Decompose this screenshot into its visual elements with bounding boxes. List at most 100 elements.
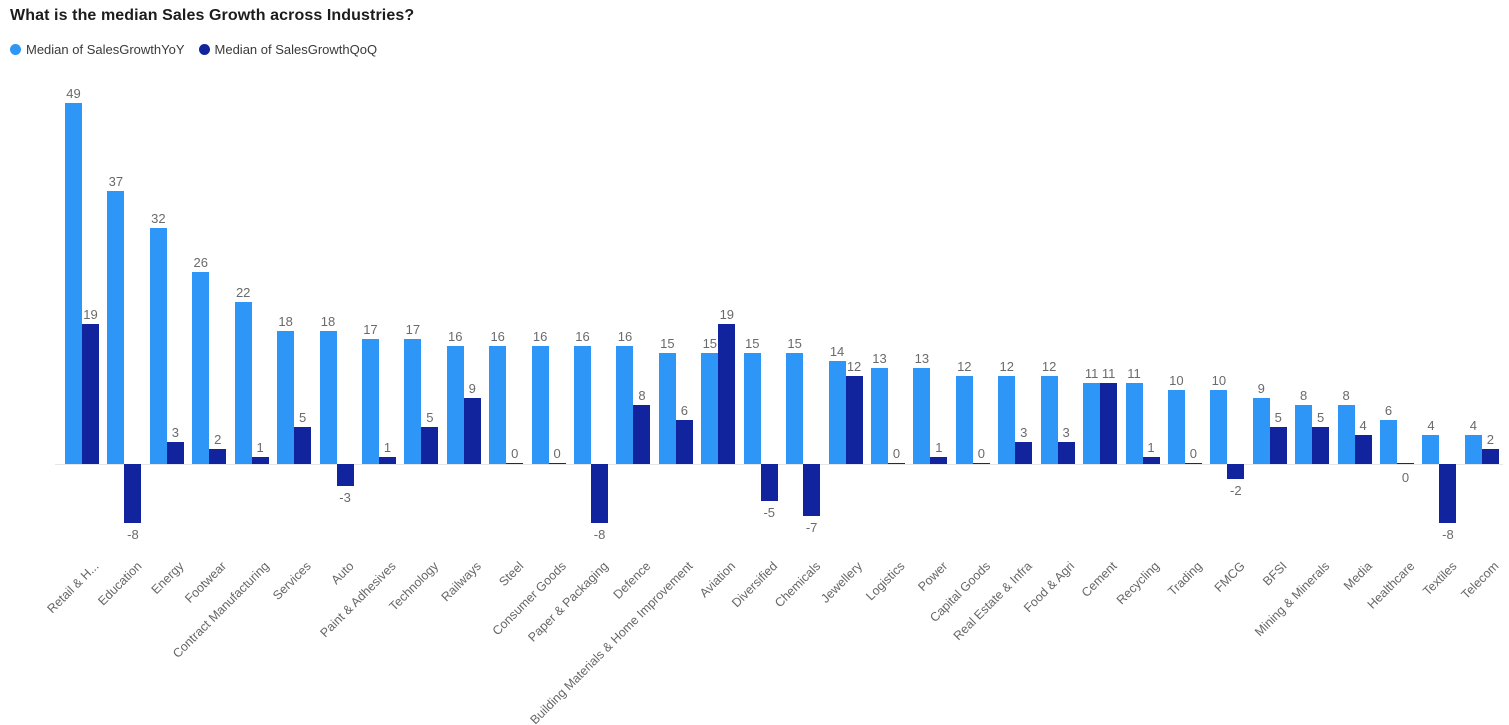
- value-label-qoq: 3: [1062, 424, 1070, 440]
- bar-yoy-contract-manufacturing[interactable]: [234, 301, 252, 464]
- value-label-yoy: 8: [1300, 388, 1308, 404]
- bar-qoq-footwear[interactable]: [209, 449, 227, 464]
- bar-yoy-technology[interactable]: [404, 338, 422, 464]
- value-label-yoy: 18: [320, 314, 336, 330]
- x-axis-label-media: Media: [1340, 559, 1375, 593]
- bar-yoy-consumer-goods[interactable]: [531, 346, 549, 464]
- bar-qoq-telecom[interactable]: [1481, 449, 1499, 464]
- value-label-qoq: 19: [83, 306, 98, 322]
- bar-yoy-energy[interactable]: [149, 228, 167, 464]
- x-axis-label-aviation: Aviation: [697, 559, 739, 601]
- bar-yoy-cement[interactable]: [1083, 382, 1101, 464]
- value-label-qoq: 0: [1189, 445, 1198, 461]
- bar-qoq-aviation[interactable]: [718, 323, 736, 464]
- bar-yoy-bfsi[interactable]: [1252, 397, 1270, 464]
- chart-title: What is the median Sales Growth across I…: [10, 7, 415, 24]
- legend-item-qoq[interactable]: Median of SalesGrowthQoQ: [198, 42, 378, 57]
- bar-qoq-healthcare[interactable]: [1397, 462, 1415, 464]
- bar-qoq-building-materials-home-improvement[interactable]: [675, 419, 693, 464]
- value-label-yoy: 22: [235, 284, 251, 300]
- bar-qoq-mining-minerals[interactable]: [1312, 427, 1330, 464]
- bar-yoy-media[interactable]: [1337, 405, 1355, 464]
- value-label-qoq: 8: [638, 388, 646, 404]
- bar-yoy-telecom[interactable]: [1464, 434, 1482, 464]
- legend-label-qoq: Median of SalesGrowthQoQ: [214, 42, 378, 57]
- value-label-qoq: 5: [1274, 410, 1282, 426]
- bar-qoq-food-agri[interactable]: [1057, 441, 1075, 464]
- x-axis-label-paint-adhesives: Paint & Adhesives: [317, 559, 399, 641]
- value-label-yoy: 8: [1342, 388, 1350, 404]
- bar-qoq-auto[interactable]: [336, 464, 354, 487]
- bar-yoy-footwear[interactable]: [192, 272, 210, 464]
- value-label-yoy: 4: [1427, 417, 1435, 433]
- bar-yoy-paint-adhesives[interactable]: [361, 338, 379, 464]
- value-label-qoq: 1: [1147, 439, 1155, 455]
- bar-qoq-consumer-goods[interactable]: [548, 462, 566, 464]
- bar-qoq-diversified[interactable]: [760, 464, 778, 501]
- bar-yoy-logistics[interactable]: [870, 368, 888, 464]
- bar-yoy-aviation[interactable]: [701, 353, 719, 464]
- bar-yoy-steel[interactable]: [489, 346, 507, 464]
- bar-qoq-trading[interactable]: [1184, 462, 1202, 464]
- bar-yoy-paper-packaging[interactable]: [574, 346, 592, 464]
- bar-qoq-contract-manufacturing[interactable]: [251, 456, 269, 464]
- bar-qoq-fmcg[interactable]: [1227, 464, 1245, 479]
- x-axis-label-real-estate-infra: Real Estate & Infra: [951, 559, 1036, 644]
- bar-qoq-chemicals[interactable]: [803, 464, 821, 516]
- legend-item-yoy[interactable]: Median of SalesGrowthYoY: [10, 42, 185, 57]
- value-label-qoq: 0: [553, 445, 561, 461]
- bar-yoy-chemicals[interactable]: [786, 353, 804, 464]
- value-label-qoq: 5: [1317, 410, 1325, 426]
- value-label-qoq: 9: [468, 380, 476, 396]
- value-label-qoq: 12: [846, 358, 862, 374]
- bar-qoq-paint-adhesives[interactable]: [378, 456, 396, 464]
- bar-qoq-retail-h-[interactable]: [82, 323, 99, 464]
- bar-yoy-mining-minerals[interactable]: [1295, 405, 1313, 464]
- value-label-qoq: -7: [805, 519, 818, 535]
- bar-qoq-steel[interactable]: [506, 462, 524, 464]
- x-axis-label-retail-h-: Retail & H...: [44, 559, 102, 617]
- bar-qoq-real-estate-infra[interactable]: [1015, 441, 1033, 464]
- bar-qoq-jewellery[interactable]: [845, 375, 863, 464]
- bar-yoy-textiles[interactable]: [1422, 434, 1440, 464]
- bar-yoy-fmcg[interactable]: [1210, 390, 1228, 464]
- bar-qoq-defence[interactable]: [633, 405, 651, 464]
- bar-qoq-capital-goods[interactable]: [972, 462, 990, 464]
- bar-qoq-recycling[interactable]: [1142, 456, 1160, 464]
- bar-qoq-logistics[interactable]: [887, 462, 905, 464]
- bar-yoy-trading[interactable]: [1167, 390, 1185, 464]
- bar-qoq-services[interactable]: [294, 427, 312, 464]
- bar-yoy-education[interactable]: [107, 191, 125, 464]
- bar-qoq-energy[interactable]: [166, 441, 184, 464]
- value-label-yoy: 16: [448, 329, 463, 345]
- bar-yoy-power[interactable]: [913, 368, 931, 464]
- bar-qoq-bfsi[interactable]: [1269, 427, 1287, 464]
- bar-yoy-building-materials-home-improvement[interactable]: [658, 353, 676, 464]
- bar-qoq-media[interactable]: [1354, 434, 1372, 464]
- value-label-yoy: 10: [1211, 373, 1227, 389]
- bar-qoq-railways[interactable]: [463, 397, 481, 464]
- bar-yoy-services[interactable]: [277, 331, 295, 464]
- legend-label-yoy: Median of SalesGrowthYoY: [26, 42, 185, 57]
- bar-yoy-real-estate-infra[interactable]: [998, 375, 1016, 464]
- bar-qoq-textiles[interactable]: [1439, 464, 1457, 523]
- bar-qoq-paper-packaging[interactable]: [591, 464, 609, 523]
- legend-dot-qoq-icon: [198, 44, 210, 55]
- x-axis-label-education: Education: [95, 559, 145, 609]
- bar-qoq-power[interactable]: [930, 456, 948, 464]
- bar-yoy-diversified[interactable]: [743, 353, 761, 464]
- bar-yoy-capital-goods[interactable]: [955, 375, 973, 464]
- bar-qoq-cement[interactable]: [1100, 382, 1118, 464]
- bar-yoy-auto[interactable]: [319, 331, 337, 464]
- value-label-yoy: 37: [108, 174, 124, 190]
- bar-yoy-retail-h-[interactable]: [65, 102, 82, 464]
- bar-yoy-recycling[interactable]: [1125, 382, 1143, 464]
- bar-yoy-jewellery[interactable]: [828, 360, 846, 464]
- bar-yoy-healthcare[interactable]: [1380, 419, 1398, 464]
- bar-qoq-technology[interactable]: [421, 427, 439, 464]
- bar-qoq-education[interactable]: [124, 464, 142, 523]
- bar-yoy-railways[interactable]: [446, 346, 464, 464]
- bar-yoy-food-agri[interactable]: [1040, 375, 1058, 464]
- bar-yoy-defence[interactable]: [616, 346, 634, 464]
